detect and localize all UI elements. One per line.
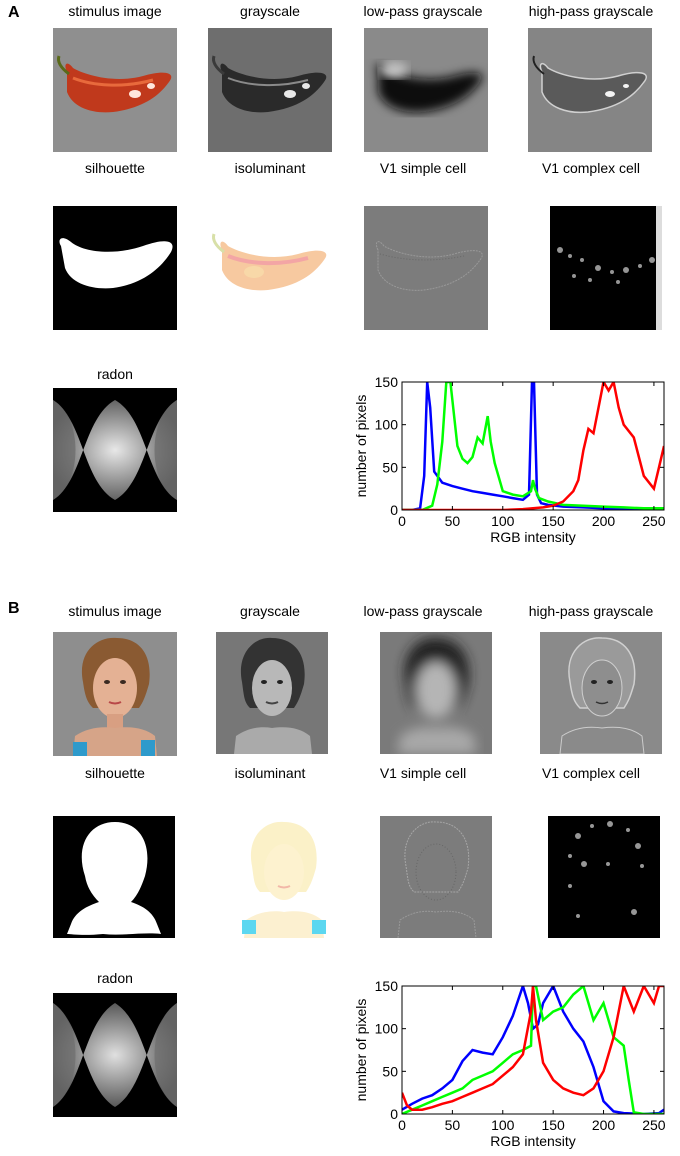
panel-letter-a: A xyxy=(8,4,20,21)
x-tick-label: 150 xyxy=(541,513,565,529)
isoluminant-face xyxy=(232,816,336,938)
x-tick-label: 0 xyxy=(398,1117,406,1133)
v1-simple-face xyxy=(380,816,492,938)
silhouette-pepper xyxy=(53,206,177,330)
caption-highpass-a: high-pass grayscale xyxy=(528,3,654,19)
caption-silhouette-b: silhouette xyxy=(85,765,145,781)
stimulus-image-face xyxy=(53,632,177,756)
silhouette-face xyxy=(53,816,175,938)
caption-radon-a: radon xyxy=(97,366,133,382)
panel-letter-b: B xyxy=(8,600,20,617)
caption-lowpass-b: low-pass grayscale xyxy=(363,603,483,619)
isoluminant-pepper xyxy=(208,206,332,330)
series-line-0 xyxy=(402,382,664,510)
x-tick-label: 200 xyxy=(592,513,616,529)
stimulus-image-pepper xyxy=(53,28,177,152)
x-axis-label: RGB intensity xyxy=(490,1133,576,1149)
radon-transform-a xyxy=(53,388,177,512)
highpass-pepper xyxy=(528,28,652,152)
y-axis-label: number of pixels xyxy=(353,395,369,498)
v1-simple-pepper xyxy=(364,206,488,330)
series-line-1 xyxy=(402,986,664,1114)
plot-frame xyxy=(401,381,665,511)
y-tick-label: 150 xyxy=(375,374,399,390)
x-tick-label: 100 xyxy=(491,1117,515,1133)
x-tick-label: 200 xyxy=(592,1117,616,1133)
lowpass-pepper xyxy=(364,28,488,152)
caption-v1simple-a: V1 simple cell xyxy=(379,160,467,176)
caption-lowpass-a: low-pass grayscale xyxy=(363,3,483,19)
caption-isoluminant-b: isoluminant xyxy=(234,765,306,781)
caption-grayscale-b: grayscale xyxy=(240,603,300,619)
caption-highpass-b: high-pass grayscale xyxy=(528,603,654,619)
v1-complex-pepper xyxy=(550,206,662,330)
x-tick-label: 150 xyxy=(541,1117,565,1133)
lowpass-face xyxy=(380,632,492,754)
series-line-1 xyxy=(402,382,664,510)
y-tick-label: 150 xyxy=(375,978,399,994)
y-tick-label: 0 xyxy=(390,502,398,518)
y-tick-label: 100 xyxy=(375,1021,399,1037)
y-tick-label: 50 xyxy=(382,459,398,475)
v1-complex-face xyxy=(548,816,660,938)
radon-transform-b xyxy=(53,993,177,1117)
caption-v1complex-a: V1 complex cell xyxy=(541,160,641,176)
y-tick-label: 100 xyxy=(375,417,399,433)
grayscale-face xyxy=(216,632,328,754)
caption-v1complex-b: V1 complex cell xyxy=(541,765,641,781)
x-tick-label: 250 xyxy=(642,513,666,529)
x-tick-label: 0 xyxy=(398,513,406,529)
highpass-face xyxy=(540,632,662,754)
x-tick-label: 50 xyxy=(445,513,461,529)
grayscale-pepper xyxy=(208,28,332,152)
x-tick-label: 100 xyxy=(491,513,515,529)
caption-radon-b: radon xyxy=(97,970,133,986)
caption-silhouette-a: silhouette xyxy=(85,160,145,176)
x-tick-label: 50 xyxy=(445,1117,461,1133)
series-line-2 xyxy=(402,382,664,510)
y-tick-label: 50 xyxy=(382,1063,398,1079)
series-line-2 xyxy=(402,986,664,1111)
x-tick-label: 250 xyxy=(642,1117,666,1133)
caption-isoluminant-a: isoluminant xyxy=(234,160,306,176)
caption-stimulus-b: stimulus image xyxy=(68,603,162,619)
caption-grayscale-a: grayscale xyxy=(240,3,300,19)
plot-frame xyxy=(401,985,665,1115)
y-axis-label: number of pixels xyxy=(353,999,369,1102)
y-tick-label: 0 xyxy=(390,1106,398,1122)
x-axis-label: RGB intensity xyxy=(490,529,576,545)
caption-stimulus-a: stimulus image xyxy=(68,3,162,19)
caption-v1simple-b: V1 simple cell xyxy=(379,765,467,781)
